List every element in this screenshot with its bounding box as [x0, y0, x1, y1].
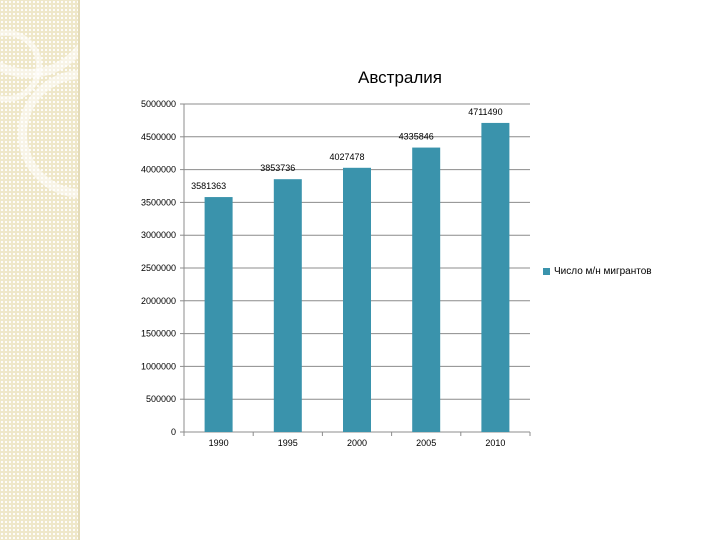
y-tick-label: 1000000	[141, 361, 176, 371]
y-tick-label: 4000000	[141, 165, 176, 175]
data-label: 3581363	[191, 181, 226, 191]
data-label: 4335846	[399, 132, 434, 142]
x-tick-label: 1995	[278, 438, 298, 448]
y-tick-label: 3500000	[141, 197, 176, 207]
y-tick-label: 4500000	[141, 132, 176, 142]
x-tick-label: 2005	[416, 438, 436, 448]
y-tick-label: 5000000	[141, 99, 176, 109]
legend-swatch	[543, 268, 550, 275]
data-label: 4027478	[329, 152, 364, 162]
legend: Число м/н мигрантов	[543, 266, 652, 277]
bars	[204, 122, 510, 433]
bar	[204, 197, 233, 432]
data-label: 3853736	[260, 163, 295, 173]
data-labels: 3581363 3853736 4027478 4335846 4711490	[191, 107, 503, 191]
y-tick-label: 2500000	[141, 263, 176, 273]
y-axis-ticks: 0 500000 1000000 1500000 2000000 2500000 30000…	[141, 99, 184, 437]
legend-label: Число м/н мигрантов	[554, 266, 652, 277]
y-tick-label: 1500000	[141, 329, 176, 339]
x-tick-label: 1990	[209, 438, 229, 448]
chart-title: Австралия	[358, 68, 442, 87]
y-tick-label: 0	[171, 427, 176, 437]
decorative-side-pattern	[0, 0, 78, 540]
data-label: 4711490	[468, 107, 502, 117]
y-tick-label: 3000000	[141, 230, 176, 240]
x-axis-ticks: 1990 1995 2000 2005 2010	[183, 432, 531, 448]
x-tick-label: 2000	[347, 438, 367, 448]
decorative-divider	[78, 0, 80, 540]
x-tick-label: 2010	[485, 438, 505, 448]
y-tick-label: 500000	[146, 394, 176, 404]
bar	[481, 122, 510, 432]
bar	[343, 167, 371, 433]
bar	[273, 179, 302, 432]
bar	[412, 147, 441, 433]
y-tick-label: 2000000	[141, 296, 176, 306]
